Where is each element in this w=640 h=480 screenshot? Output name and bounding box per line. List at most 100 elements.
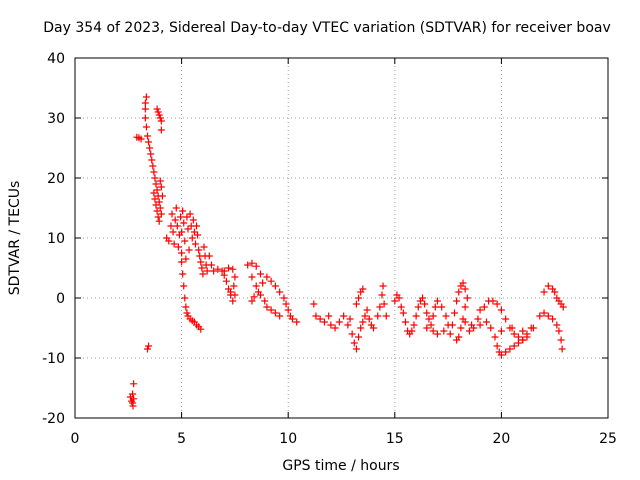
data-point	[427, 321, 435, 329]
data-point	[425, 315, 433, 323]
data-point	[205, 252, 213, 260]
data-point	[401, 318, 409, 326]
data-point	[312, 312, 320, 320]
data-point	[276, 288, 284, 296]
data-point	[316, 315, 324, 323]
data-point	[558, 345, 566, 353]
data-point	[352, 300, 360, 308]
data-point	[250, 293, 258, 301]
data-point	[141, 114, 149, 122]
data-point	[280, 294, 288, 302]
data-point	[414, 303, 422, 311]
data-point	[145, 138, 153, 146]
data-point	[276, 312, 284, 320]
data-point	[169, 228, 177, 236]
data-point	[493, 342, 501, 350]
data-point	[178, 228, 186, 236]
data-point	[497, 306, 505, 314]
data-point	[248, 259, 256, 267]
data-point	[327, 321, 335, 329]
data-point	[421, 300, 429, 308]
data-point	[476, 306, 484, 314]
data-points	[126, 93, 567, 410]
data-point	[193, 222, 201, 230]
data-point	[186, 210, 194, 218]
data-point	[482, 318, 490, 326]
data-point	[374, 312, 382, 320]
data-point	[446, 330, 454, 338]
data-point	[453, 336, 461, 344]
data-point	[355, 333, 363, 341]
data-point	[189, 216, 197, 224]
data-point	[179, 207, 187, 215]
data-point	[142, 123, 150, 131]
data-point	[271, 309, 279, 317]
y-tick-label: 0	[56, 291, 65, 307]
data-point	[229, 265, 237, 273]
data-point	[376, 303, 384, 311]
data-point	[549, 315, 557, 323]
data-point	[225, 264, 233, 272]
data-point	[410, 321, 418, 329]
data-point	[365, 315, 373, 323]
data-point	[476, 321, 484, 329]
data-point	[156, 177, 164, 185]
data-point	[346, 315, 354, 323]
data-point	[359, 318, 367, 326]
data-point	[489, 297, 497, 305]
data-point	[419, 294, 427, 302]
data-point	[423, 324, 431, 332]
data-point	[363, 306, 371, 314]
data-point	[493, 300, 501, 308]
x-tick-label: 10	[279, 431, 297, 447]
data-point	[143, 132, 151, 140]
data-point	[191, 240, 199, 248]
data-point	[130, 380, 138, 388]
data-point	[210, 267, 218, 275]
data-point	[170, 240, 178, 248]
data-point	[487, 324, 495, 332]
data-point	[168, 210, 176, 218]
data-point	[230, 282, 238, 290]
data-point	[267, 277, 275, 285]
y-tick-label: 20	[47, 171, 65, 187]
data-point	[153, 105, 161, 113]
data-point	[557, 336, 565, 344]
data-point	[514, 339, 522, 347]
data-point	[248, 297, 256, 305]
y-tick-label: 40	[47, 51, 65, 67]
data-point	[171, 216, 179, 224]
data-point	[214, 265, 222, 273]
data-point	[399, 309, 407, 317]
data-point	[442, 312, 450, 320]
y-tick-label: 10	[47, 231, 65, 247]
data-point	[412, 312, 420, 320]
data-point	[335, 318, 343, 326]
data-point	[252, 282, 260, 290]
data-point	[137, 135, 145, 143]
data-point	[157, 210, 165, 218]
data-point	[256, 291, 264, 299]
data-point	[150, 168, 158, 176]
data-point	[200, 243, 208, 251]
data-point	[510, 342, 518, 350]
data-point	[173, 222, 181, 230]
data-point	[142, 93, 150, 101]
data-point	[263, 303, 271, 311]
data-point	[180, 219, 188, 227]
data-point	[350, 339, 358, 347]
data-point	[461, 285, 469, 293]
data-point	[348, 330, 356, 338]
data-point	[155, 217, 163, 225]
data-point	[357, 324, 365, 332]
data-point	[378, 291, 386, 299]
data-point	[130, 395, 138, 403]
data-point	[293, 318, 301, 326]
data-point	[248, 273, 256, 281]
x-tick-label: 5	[177, 431, 186, 447]
data-point	[559, 303, 567, 311]
data-point	[361, 312, 369, 320]
data-point	[148, 156, 156, 164]
data-point	[185, 246, 193, 254]
data-point	[502, 315, 510, 323]
